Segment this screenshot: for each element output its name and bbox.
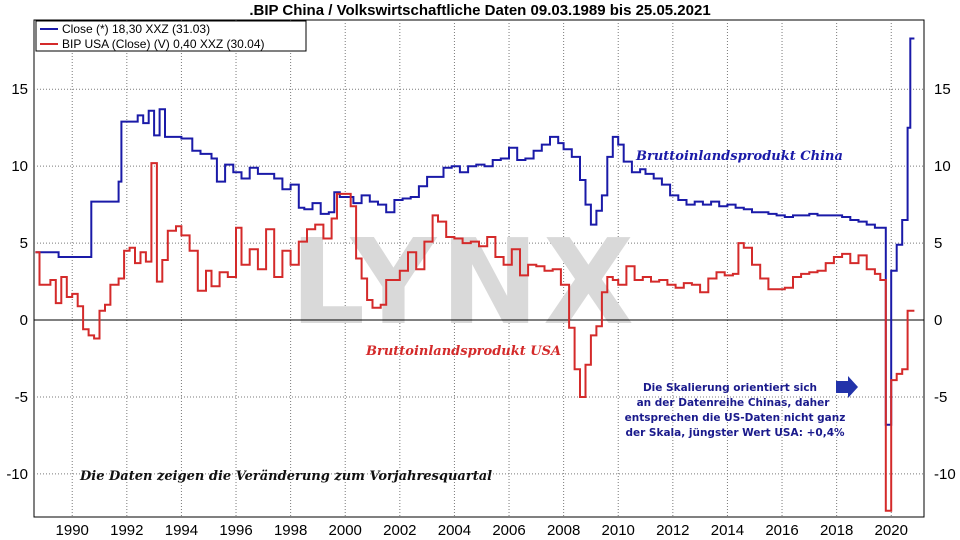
y-tick-label-left: 0 bbox=[20, 312, 28, 329]
scale-note-line-2: an der Datenreihe Chinas, daher bbox=[637, 397, 831, 409]
y-axis-ticks: 15 15 10 10 5 5 0 0 -5 -5 -10 -10 bbox=[6, 81, 955, 483]
legend-label-usa: BIP USA (Close) (V) 0,40 XXZ (30.04) bbox=[62, 37, 265, 51]
x-tick-label: 2016 bbox=[765, 522, 798, 539]
y-tick-label-left: 15 bbox=[11, 81, 28, 98]
watermark: LYNX bbox=[290, 213, 638, 351]
y-tick-label-left: -5 bbox=[15, 389, 28, 406]
y-tick-label-right: -5 bbox=[934, 389, 947, 406]
x-tick-label: 2020 bbox=[875, 522, 908, 539]
y-tick-label-right: -10 bbox=[934, 466, 956, 483]
china-series-label: Bruttoinlandsprodukt China bbox=[635, 149, 843, 164]
x-tick-label: 1990 bbox=[56, 522, 89, 539]
y-tick-label-right: 0 bbox=[934, 312, 942, 329]
x-axis-ticks: 1990 1992 1994 1996 1998 2000 2002 2004 2006 2008… bbox=[56, 522, 908, 539]
chart-title: .BIP China / Volkswirtschaftliche Daten … bbox=[249, 2, 710, 19]
x-tick-label: 1998 bbox=[274, 522, 307, 539]
usa-series-label: Bruttoinlandsprodukt USA bbox=[365, 344, 561, 359]
y-tick-label-right: 5 bbox=[934, 235, 942, 252]
x-tick-label: 2002 bbox=[383, 522, 416, 539]
scale-note-line-1: Die Skalierung orientiert sich bbox=[643, 382, 817, 394]
x-tick-label: 2000 bbox=[329, 522, 362, 539]
x-tick-label: 1996 bbox=[219, 522, 252, 539]
x-tick-label: 2018 bbox=[820, 522, 853, 539]
x-tick-label: 2014 bbox=[711, 522, 744, 539]
legend-box bbox=[35, 20, 307, 52]
x-tick-label: 2006 bbox=[492, 522, 525, 539]
series-line-china bbox=[35, 37, 915, 426]
y-tick-label-right: 10 bbox=[934, 158, 951, 175]
series-line-usa bbox=[35, 162, 915, 512]
scale-note: Die Skalierung orientiert sich an der Da… bbox=[625, 382, 846, 439]
x-tick-label: 2010 bbox=[602, 522, 635, 539]
x-tick-label: 1992 bbox=[110, 522, 143, 539]
y-tick-label-right: 15 bbox=[934, 81, 951, 98]
x-tick-label: 1994 bbox=[165, 522, 198, 539]
scale-note-line-4: der Skala, jüngster Wert USA: +0,4% bbox=[625, 427, 845, 439]
y-tick-label-left: -10 bbox=[6, 466, 28, 483]
series-group bbox=[35, 37, 915, 512]
legend: Close (*) 18,30 XXZ (31.03) BIP USA (Clo… bbox=[35, 20, 307, 52]
y-tick-label-left: 10 bbox=[11, 158, 28, 175]
x-tick-label: 2008 bbox=[547, 522, 580, 539]
legend-label-china: Close (*) 18,30 XXZ (31.03) bbox=[62, 22, 210, 36]
y-tick-label-left: 5 bbox=[20, 235, 28, 252]
x-tick-label: 2012 bbox=[656, 522, 689, 539]
plot-area bbox=[33, 19, 925, 518]
scale-note-line-3: entsprechen die US-Daten nicht ganz bbox=[625, 412, 846, 424]
x-tick-label: 2004 bbox=[438, 522, 471, 539]
footer-note: Die Daten zeigen die Veränderung zum Vor… bbox=[79, 469, 492, 484]
arrow-right-icon bbox=[836, 376, 858, 398]
